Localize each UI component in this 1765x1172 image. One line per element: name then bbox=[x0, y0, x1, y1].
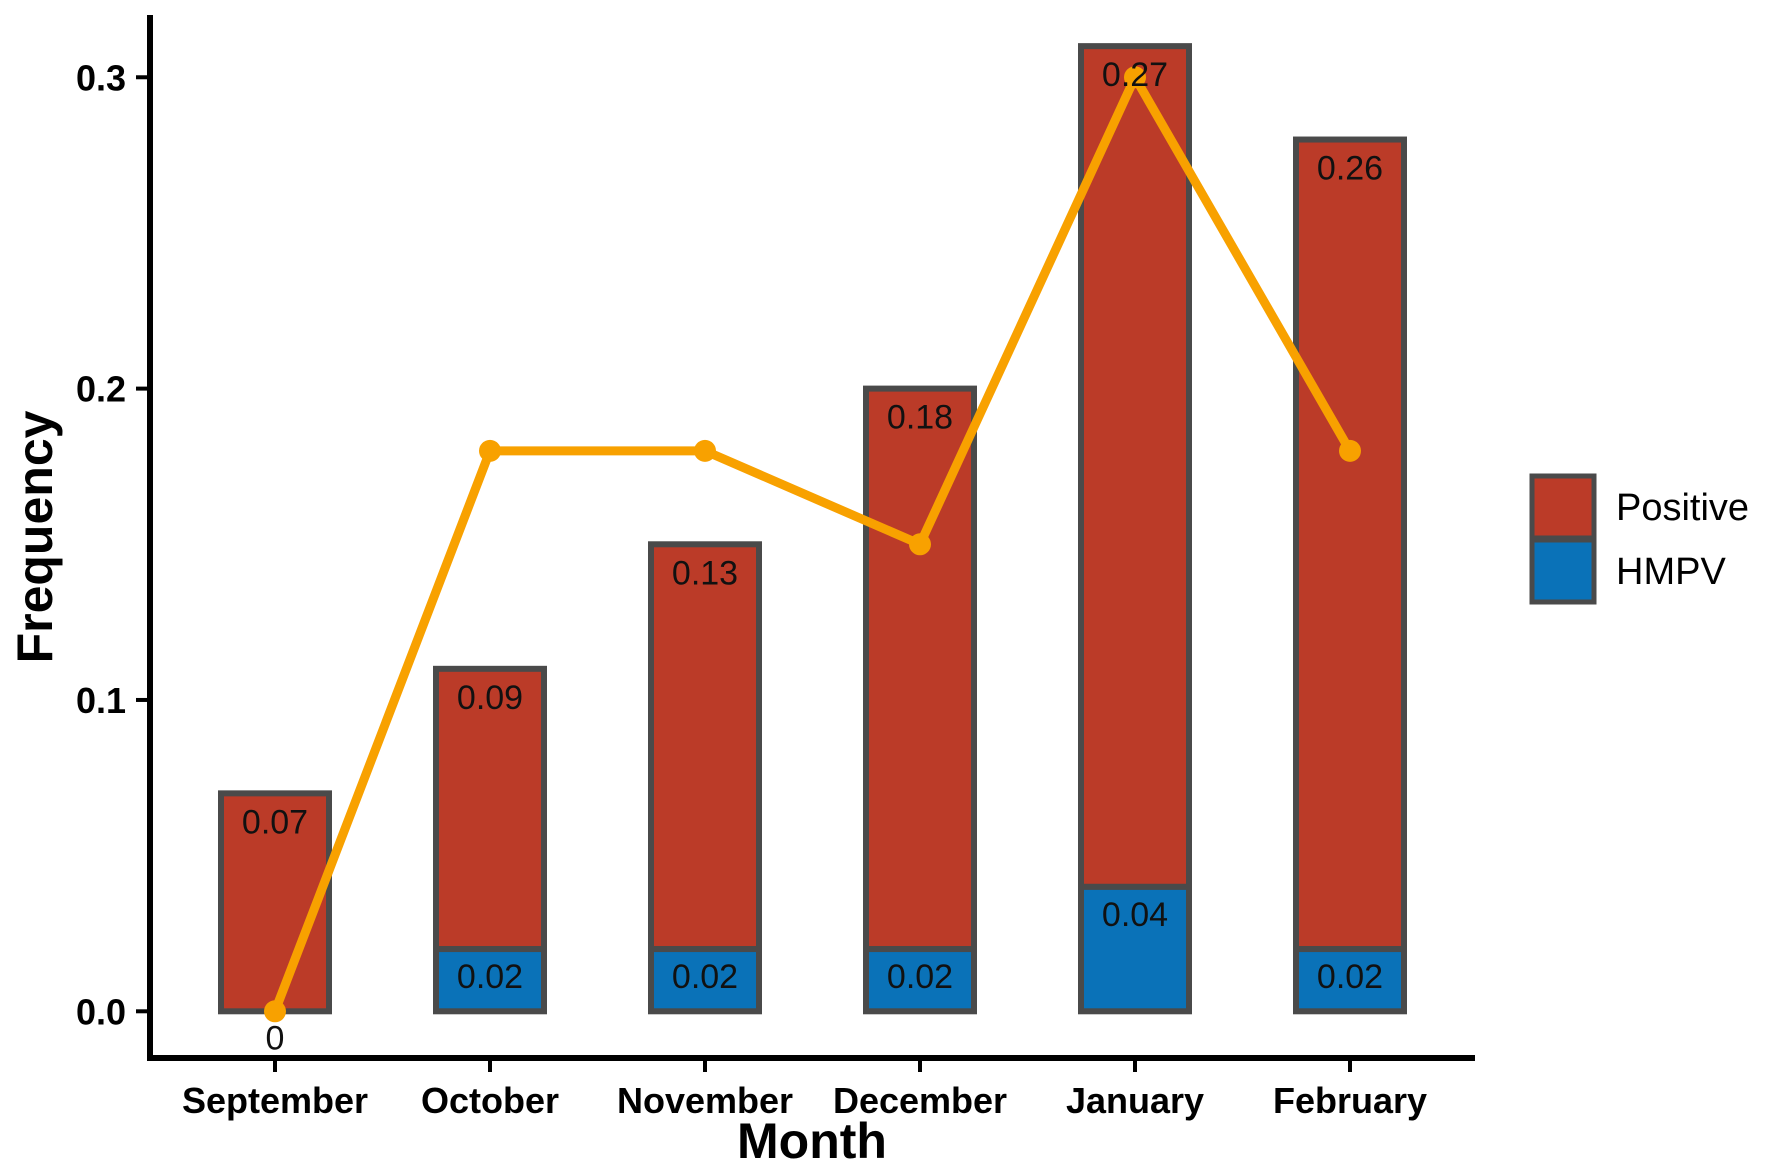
y-tick-label: 0.2 bbox=[76, 369, 126, 410]
bars-layer bbox=[218, 43, 1407, 1015]
legend-label-hmpv: HMPV bbox=[1616, 551, 1726, 593]
legend-layer: Positive HMPV bbox=[1529, 473, 1749, 605]
line-point-october bbox=[479, 439, 501, 462]
x-tick-label: December bbox=[833, 1080, 1007, 1121]
trend-line bbox=[270, 72, 1355, 1016]
data-label-positive-september: 0.07 bbox=[242, 803, 308, 841]
x-axis-title: Month bbox=[737, 1113, 887, 1169]
legend-swatch-hmpv bbox=[1529, 537, 1597, 605]
bar-positive-february bbox=[1293, 136, 1407, 953]
data-label-zero-september: 0 bbox=[266, 1019, 285, 1057]
x-tick-label: February bbox=[1273, 1080, 1427, 1121]
bar-hmpv-november bbox=[648, 946, 762, 1015]
line-layer bbox=[264, 66, 1361, 1023]
data-label-positive-december: 0.18 bbox=[887, 399, 953, 437]
line-point-november bbox=[694, 439, 716, 462]
axes-layer: 0.0 0.1 0.2 0.3 September October November Dece… bbox=[7, 15, 1475, 1169]
line-point-september bbox=[264, 1000, 286, 1023]
y-axis-title: Frequency bbox=[7, 410, 63, 663]
x-tick-label: October bbox=[421, 1080, 559, 1121]
x-tick-label: November bbox=[617, 1080, 793, 1121]
data-label-hmpv-december: 0.02 bbox=[887, 958, 953, 996]
data-label-hmpv-january: 0.04 bbox=[1102, 896, 1168, 934]
legend-swatch-positive bbox=[1529, 473, 1597, 541]
line-point-december bbox=[909, 533, 931, 556]
data-label-positive-november: 0.13 bbox=[672, 554, 738, 592]
y-tick-label: 0.3 bbox=[76, 57, 126, 98]
data-label-hmpv-february: 0.02 bbox=[1317, 958, 1383, 996]
bar-positive-december bbox=[863, 385, 977, 953]
x-tick-label: January bbox=[1066, 1080, 1204, 1121]
bar-hmpv-october bbox=[433, 946, 547, 1015]
x-tick-label: September bbox=[182, 1080, 368, 1121]
data-labels-layer: 0.07 0 0.09 0.02 0.13 0.02 0.18 0.02 0.27 0.04 0.2… bbox=[242, 56, 1383, 1057]
data-label-hmpv-october: 0.02 bbox=[457, 958, 523, 996]
data-label-positive-january: 0.27 bbox=[1102, 56, 1168, 94]
data-label-hmpv-november: 0.02 bbox=[672, 958, 738, 996]
legend-label-positive: Positive bbox=[1616, 487, 1749, 529]
bar-hmpv-february bbox=[1293, 946, 1407, 1015]
line-point-january bbox=[1124, 66, 1146, 89]
data-label-positive-february: 0.26 bbox=[1317, 150, 1383, 188]
y-tick-label: 0.0 bbox=[76, 991, 126, 1032]
data-label-positive-october: 0.09 bbox=[457, 679, 523, 717]
line-point-february bbox=[1339, 439, 1361, 462]
bar-positive-november bbox=[648, 541, 762, 953]
bar-positive-january bbox=[1078, 43, 1192, 890]
bar-hmpv-january bbox=[1078, 883, 1192, 1015]
y-tick-label: 0.1 bbox=[76, 680, 126, 721]
bar-positive-october bbox=[433, 665, 547, 953]
